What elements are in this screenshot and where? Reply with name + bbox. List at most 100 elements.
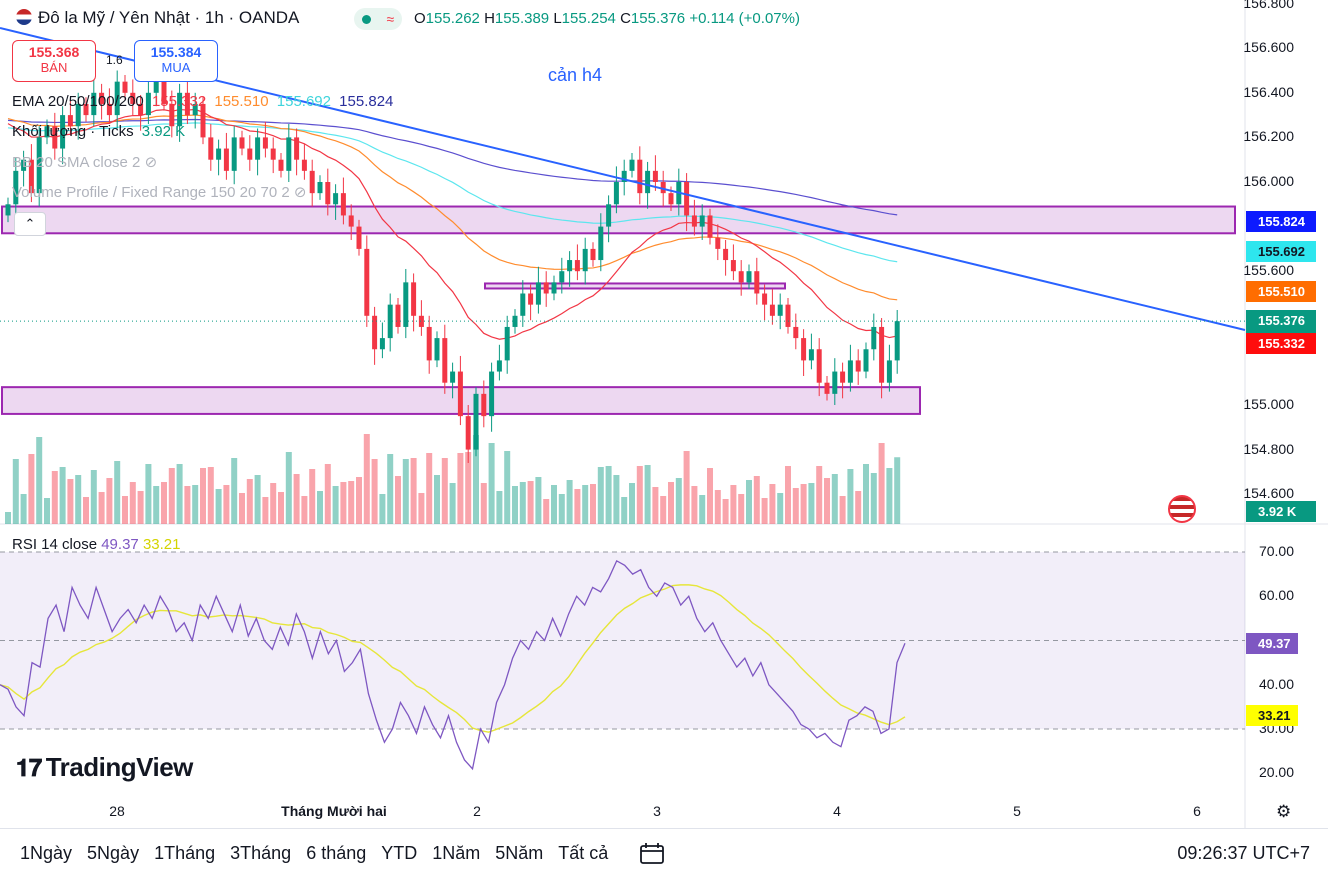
sell-button[interactable]: 155.368 BÁN	[12, 40, 96, 82]
price-axis-label: 156.000	[1243, 173, 1294, 189]
candle-body	[364, 248, 370, 316]
hidden-eye-icon[interactable]: ⊘	[293, 184, 307, 201]
collapse-legend-button[interactable]: ⌃	[14, 212, 46, 236]
clock[interactable]: 09:26:37 UTC+7	[1177, 843, 1310, 863]
gear-icon[interactable]: ⚙	[1276, 802, 1292, 821]
range-button[interactable]: 3Tháng	[230, 843, 292, 863]
volume-bar	[278, 492, 284, 524]
range-buttons: 1Ngày 5Ngày 1Tháng 3Tháng 6 tháng YTD 1Năm 5Năm…	[0, 843, 608, 864]
ema-legend[interactable]: EMA 20/50/100/200 155.332 155.510 155.69…	[12, 93, 393, 110]
volume-bar	[449, 483, 456, 524]
candle-body	[808, 349, 814, 361]
volume-bar	[465, 452, 472, 524]
candle-body	[239, 137, 245, 149]
volume-bar	[512, 486, 518, 524]
chart-canvas[interactable]	[0, 0, 1328, 828]
volume-bar	[12, 459, 19, 524]
volume-bar	[215, 489, 222, 524]
volume-bar	[863, 464, 869, 524]
calendar-icon[interactable]	[638, 842, 666, 866]
volume-bar	[769, 484, 776, 524]
volume-bar	[83, 497, 89, 524]
volume-bar	[106, 478, 113, 524]
volume-bar	[636, 466, 643, 524]
candle-body	[645, 170, 651, 194]
bb-legend[interactable]: BB 20 SMA close 2 ⊘	[12, 153, 157, 171]
range-button[interactable]: 5Ngày	[87, 843, 140, 863]
buy-button[interactable]: 155.384 MUA	[134, 40, 218, 82]
candle-body	[114, 81, 120, 116]
candle-body	[153, 81, 159, 93]
candle-body	[473, 393, 479, 450]
candle-body	[231, 137, 237, 171]
candle-body	[551, 282, 557, 294]
candle-body	[138, 103, 144, 116]
symbol-title[interactable]: Đô la Mỹ / Yên Nhật · 1h · OANDA	[16, 8, 299, 28]
us-flag-event-icon[interactable]	[1168, 495, 1196, 523]
candle-body	[122, 81, 128, 93]
rsi-label: RSI 14 close	[12, 536, 98, 553]
candle-body	[184, 92, 190, 116]
price-axis-label: 156.400	[1243, 83, 1294, 100]
volume-bar	[800, 484, 807, 524]
tradingview-logo[interactable]: 𝟏𝟕 TradingView	[16, 752, 193, 783]
candle-body	[403, 282, 409, 327]
candle-body	[325, 182, 331, 205]
volume-bar	[496, 491, 503, 524]
candle-body	[832, 371, 838, 394]
range-button[interactable]: 6 tháng	[306, 843, 367, 863]
volume-bar	[145, 464, 152, 524]
candle-body	[598, 226, 604, 261]
volume-bar	[317, 491, 323, 524]
volume-bar	[777, 493, 784, 524]
candle-body	[169, 103, 175, 127]
approx-icon: ≈	[386, 11, 395, 27]
candle-body	[512, 315, 518, 327]
candle-body	[286, 137, 292, 171]
candle-body	[496, 360, 502, 372]
volume-bar	[161, 482, 167, 524]
volume-bar	[262, 497, 269, 524]
candle-body	[247, 148, 253, 160]
hidden-eye-icon[interactable]: ⊘	[144, 154, 158, 171]
price-axis-label: 156.200	[1243, 128, 1294, 145]
rsi-axis-label: 60.00	[1258, 587, 1294, 604]
candle-body	[28, 159, 34, 194]
candle-body	[582, 248, 588, 272]
resistance-annotation[interactable]: cản h4	[548, 65, 603, 85]
volume-bar	[356, 477, 362, 524]
candle-body	[629, 159, 635, 171]
market-status-pill[interactable]: ≈	[354, 8, 402, 30]
range-button[interactable]: YTD	[381, 843, 418, 863]
volume-bar	[293, 474, 300, 524]
range-button[interactable]: 1Năm	[432, 843, 481, 863]
volume-legend[interactable]: Khối lượng · Ticks 3.92 K	[12, 123, 185, 140]
volume-bar	[67, 479, 74, 524]
range-button[interactable]: 5Năm	[495, 843, 544, 863]
price-tag-ema20: 155.332	[1246, 332, 1316, 354]
vp-label: Volume Profile / Fixed Range 150 20 70 2	[12, 184, 290, 201]
volume-profile-legend[interactable]: Volume Profile / Fixed Range 150 20 70 2…	[12, 183, 306, 201]
range-button[interactable]: 1Ngày	[20, 843, 73, 863]
volume-bar	[231, 458, 238, 524]
rsi-legend[interactable]: RSI 14 close 49.37 33.21	[12, 536, 180, 553]
candle-body	[660, 182, 666, 194]
rsi-axis-label: 40.00	[1258, 675, 1294, 692]
candle-body	[200, 103, 206, 138]
candle-body	[668, 193, 674, 205]
candle-body	[684, 182, 690, 216]
volume-bar	[590, 484, 596, 524]
candle-body	[426, 326, 432, 361]
volume-bar	[324, 464, 331, 524]
ema100-line	[7, 122, 898, 263]
ema50-line	[7, 114, 898, 301]
price-tag-value: 155.824	[1258, 214, 1305, 230]
volume-bar	[644, 465, 651, 524]
volume-bar	[426, 453, 433, 524]
rsi-ma-tag: 33.21	[1246, 704, 1298, 726]
range-button[interactable]: Tất cả	[558, 843, 609, 863]
range-button[interactable]: 1Tháng	[154, 843, 216, 863]
candle-body	[855, 360, 861, 372]
volume-bar	[434, 475, 440, 524]
volume-bar	[473, 435, 479, 524]
